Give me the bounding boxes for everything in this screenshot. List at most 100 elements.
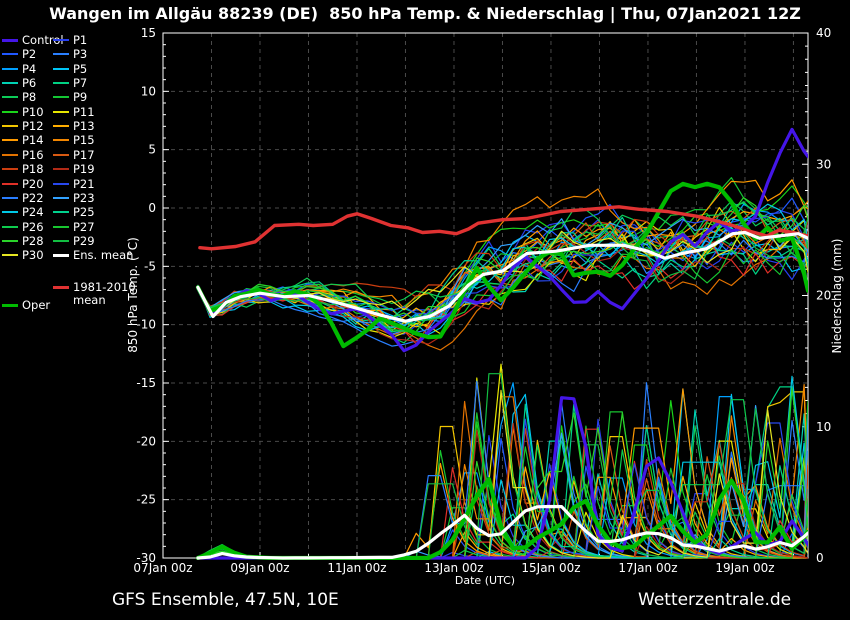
legend-swatch xyxy=(53,239,69,242)
legend-item-p6: P6 xyxy=(2,76,36,90)
left-tick-label: -25 xyxy=(136,493,156,507)
legend-item-p22: P22 xyxy=(2,191,44,205)
legend-swatch xyxy=(53,96,69,99)
legend-label: P7 xyxy=(73,76,88,91)
legend-item-p30: P30 xyxy=(2,248,44,262)
right-tick-label: 0 xyxy=(816,551,824,565)
legend-item-ens-mean: Ens. mean xyxy=(53,248,133,262)
legend-label: P4 xyxy=(22,61,37,76)
legend-swatch xyxy=(53,211,69,214)
legend-label: P17 xyxy=(73,147,95,162)
legend-swatch xyxy=(2,196,18,199)
member-temp-line-P10 xyxy=(197,185,808,329)
ens-mean-precip-line xyxy=(196,504,808,560)
legend-item-p21: P21 xyxy=(53,177,95,191)
legend-item-p29: P29 xyxy=(53,234,95,248)
control-temp-line xyxy=(196,127,808,353)
legend-item-1981-2010-mean: 1981-2010 mean xyxy=(53,281,149,307)
legend-swatch xyxy=(2,53,18,56)
tick-labels: 15 10 5 0 -5 -10 -15 -20 -25 -30 40 30 20 10 0 07Jan 00… xyxy=(133,26,831,575)
legend-label: P11 xyxy=(73,104,95,119)
legend-item-p18: P18 xyxy=(2,162,44,176)
legend-label: P14 xyxy=(22,133,44,148)
legend-swatch xyxy=(2,254,18,257)
legend-swatch xyxy=(53,225,69,228)
legend-item-p11: P11 xyxy=(53,105,95,119)
legend-swatch xyxy=(53,286,69,289)
x-tick-label: 15Jan 00z xyxy=(521,561,580,575)
left-tick-label: -20 xyxy=(136,434,156,448)
legend-label: P23 xyxy=(73,190,95,205)
legend-item-p26: P26 xyxy=(2,220,44,234)
legend-item-p24: P24 xyxy=(2,205,44,219)
legend-label: P16 xyxy=(22,147,44,162)
legend-swatch xyxy=(53,196,69,199)
legend-label: P26 xyxy=(22,219,44,234)
legend-item-p8: P8 xyxy=(2,90,36,104)
legend-label: P29 xyxy=(73,233,95,248)
x-tick-label: 13Jan 00z xyxy=(424,561,483,575)
legend-item-p25: P25 xyxy=(53,205,95,219)
legend-item-control: Control xyxy=(2,33,64,47)
legend-item-p13: P13 xyxy=(53,119,95,133)
legend-label: P24 xyxy=(22,205,44,220)
legend-item-p19: P19 xyxy=(53,162,95,176)
legend-swatch xyxy=(53,168,69,171)
left-tick-label: 10 xyxy=(141,84,156,98)
legend-label: P25 xyxy=(73,205,95,220)
ens-mean-temp-line xyxy=(196,230,808,323)
legend-swatch xyxy=(2,96,18,99)
legend-label: P15 xyxy=(73,133,95,148)
legend-swatch xyxy=(53,110,69,113)
legend-item-p5: P5 xyxy=(53,62,87,76)
legend-label: P2 xyxy=(22,47,37,62)
legend-swatch xyxy=(2,168,18,171)
left-axis-label: 850 hPa Temp. (°C) xyxy=(126,237,140,353)
legend-item-p7: P7 xyxy=(53,76,87,90)
legend-swatch xyxy=(2,125,18,128)
x-tick-label: 09Jan 00z xyxy=(230,561,289,575)
legend-swatch xyxy=(2,225,18,228)
legend-label: P9 xyxy=(73,90,88,105)
legend-item-p23: P23 xyxy=(53,191,95,205)
legend-swatch xyxy=(53,67,69,70)
legend-label: P30 xyxy=(22,248,44,263)
legend-item-p27: P27 xyxy=(53,220,95,234)
left-tick-label: -10 xyxy=(136,318,156,332)
chart-title: Wangen im Allgäu 88239 (DE) 850 hPa Temp… xyxy=(49,4,801,23)
legend-swatch xyxy=(2,82,18,85)
legend-label: P8 xyxy=(22,90,37,105)
clim-mean-line xyxy=(198,205,808,251)
data-series xyxy=(195,127,808,560)
x-tick-label: 07Jan 00z xyxy=(133,561,192,575)
legend-label: Ens. mean xyxy=(73,248,134,263)
footer-site-name: Wetterzentrale.de xyxy=(638,590,792,610)
legend-label: P6 xyxy=(22,76,37,91)
legend-label: P22 xyxy=(22,190,44,205)
legend-label: P10 xyxy=(22,104,44,119)
legend-swatch xyxy=(2,153,18,156)
legend-item-p4: P4 xyxy=(2,62,36,76)
member-temp-line-P26 xyxy=(197,201,808,308)
member-temp-line-P11 xyxy=(197,219,808,339)
legend-swatch xyxy=(2,182,18,185)
legend-label: P12 xyxy=(22,119,44,134)
right-tick-label: 10 xyxy=(816,420,831,434)
oper-temp-line xyxy=(195,181,808,349)
x-tick-label: 19Jan 00z xyxy=(715,561,774,575)
footer-model-info: GFS Ensemble, 47.5N, 10E xyxy=(112,590,339,610)
legend-item-p16: P16 xyxy=(2,148,44,162)
legend-swatch xyxy=(53,82,69,85)
right-tick-label: 20 xyxy=(816,289,831,303)
legend-item-p14: P14 xyxy=(2,133,44,147)
right-axis-label: Niederschlag (mm) xyxy=(830,239,844,354)
legend-swatch xyxy=(2,110,18,113)
legend-swatch xyxy=(53,253,69,257)
legend-swatch xyxy=(53,182,69,185)
legend-swatch xyxy=(53,153,69,156)
legend-label: P3 xyxy=(73,47,88,62)
x-tick-label: 17Jan 00z xyxy=(618,561,677,575)
right-tick-label: 40 xyxy=(816,26,831,40)
legend-item-p10: P10 xyxy=(2,105,44,119)
legend-item-p3: P3 xyxy=(53,47,87,61)
